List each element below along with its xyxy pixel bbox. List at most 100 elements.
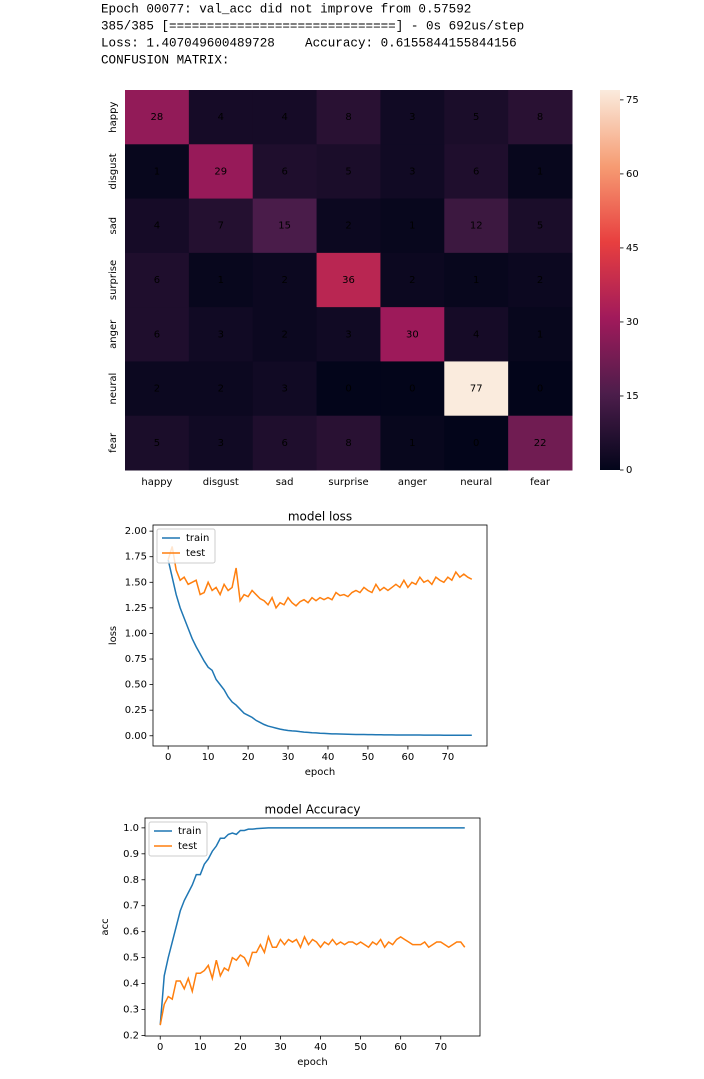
chart-title: model Accuracy	[265, 803, 361, 817]
x-tick-label: 50	[362, 752, 375, 763]
y-tick-label: sad	[108, 217, 119, 235]
heatmap-cell	[380, 90, 445, 145]
cell-label: 1	[409, 221, 415, 232]
heatmap-cell	[125, 90, 190, 145]
cell-label: 1	[473, 275, 479, 286]
y-tick-label: 0.00	[125, 731, 147, 742]
y-tick-label: 1.00	[125, 628, 147, 639]
heatmap-cell	[252, 144, 318, 200]
x-tick-label: sad	[276, 477, 294, 488]
heatmap-cell	[252, 252, 318, 308]
y-tick-label: 0.8	[123, 875, 139, 886]
heatmap-cell	[380, 361, 445, 417]
heatmap-cell	[444, 90, 509, 145]
cell-label: 2	[537, 275, 543, 286]
y-tick-label: fear	[108, 432, 119, 453]
x-tick-label: disgust	[203, 477, 239, 488]
cell-label: 77	[470, 384, 483, 395]
heatmap-cell	[125, 307, 190, 362]
cell-label: 5	[345, 166, 351, 177]
heatmap-cell	[125, 361, 190, 417]
cell-label: 3	[409, 166, 415, 177]
heatmap-cell	[380, 144, 445, 200]
x-axis-label: epoch	[297, 1057, 327, 1068]
cell-label: 0	[409, 384, 415, 395]
heatmap-cell	[508, 198, 573, 254]
cell-label: 4	[473, 329, 479, 340]
cell-label: 6	[281, 166, 287, 177]
heatmap-cell	[444, 361, 509, 417]
cell-label: 6	[154, 275, 160, 286]
x-tick-label: 30	[274, 1042, 287, 1053]
x-tick-label: 0	[165, 752, 171, 763]
x-tick-label: 0	[157, 1042, 163, 1053]
cell-label: 3	[218, 438, 224, 449]
y-tick-label: 0.50	[125, 680, 147, 691]
cell-label: 6	[473, 166, 479, 177]
heatmap-cell	[188, 307, 254, 362]
heatmap-cell	[444, 415, 509, 471]
y-axis-label: acc	[100, 918, 111, 935]
colorbar-tick-label: 15	[626, 391, 639, 402]
heatmap-cell	[316, 144, 381, 200]
heatmap-cell	[508, 307, 573, 362]
heatmap-cell	[125, 252, 190, 308]
cell-label: 12	[470, 221, 483, 232]
x-tick-label: 60	[394, 1042, 407, 1053]
cell-label: 2	[218, 384, 224, 395]
heatmap-cell	[252, 198, 318, 254]
cell-label: 0	[345, 384, 351, 395]
heatmap-cell	[380, 307, 445, 362]
cell-label: 6	[281, 438, 287, 449]
x-tick-label: happy	[141, 477, 172, 488]
heatmap-cell	[380, 198, 445, 254]
y-tick-label: 0.4	[123, 979, 139, 990]
y-tick-label: 1.50	[125, 577, 147, 588]
x-tick-label: 10	[202, 752, 215, 763]
heatmap-cell	[316, 307, 381, 362]
cell-label: 8	[345, 112, 351, 123]
y-tick-label: 1.75	[125, 552, 147, 563]
x-tick-label: 40	[314, 1042, 327, 1053]
x-tick-label: 50	[354, 1042, 367, 1053]
heatmap-cell	[125, 198, 190, 254]
cell-label: 5	[537, 221, 543, 232]
chart-title: model loss	[288, 510, 352, 524]
heatmap-cell	[316, 90, 381, 145]
colorbar-tick-label: 30	[626, 317, 639, 328]
cell-label: 1	[154, 166, 160, 177]
cell-label: 3	[281, 384, 287, 395]
colorbar-tick-label: 60	[626, 169, 639, 180]
x-tick-label: 60	[402, 752, 415, 763]
console-line: CONFUSION MATRIX:	[101, 53, 229, 67]
x-tick-label: surprise	[328, 477, 368, 488]
cell-label: 8	[537, 112, 543, 123]
y-tick-label: anger	[108, 319, 119, 349]
y-tick-label: 0.25	[125, 705, 147, 716]
colorbar-tick-label: 75	[626, 95, 639, 106]
cell-label: 36	[342, 275, 355, 286]
cell-label: 2	[345, 221, 351, 232]
heatmap-cell	[188, 144, 254, 200]
heatmap-cell	[444, 144, 509, 200]
colorbar	[600, 90, 620, 470]
console-line: Loss: 1.407049600489728 Accuracy: 0.6155…	[101, 36, 517, 50]
legend-label: test	[186, 548, 205, 559]
cell-label: 3	[345, 329, 351, 340]
heatmap-cell	[188, 198, 254, 254]
x-tick-label: 70	[434, 1042, 447, 1053]
heatmap-cell	[188, 252, 254, 308]
cell-label: 5	[154, 438, 160, 449]
y-tick-label: 0.6	[123, 927, 139, 938]
x-tick-label: fear	[530, 477, 551, 488]
cell-label: 2	[281, 275, 287, 286]
cell-label: 30	[406, 329, 419, 340]
cell-label: 7	[218, 221, 224, 232]
y-tick-label: 0.7	[123, 901, 139, 912]
cell-label: 15	[278, 221, 291, 232]
y-tick-label: 0.2	[123, 1030, 139, 1041]
cell-label: 2	[409, 275, 415, 286]
legend-label: test	[178, 841, 197, 852]
cell-label: 4	[218, 112, 224, 123]
colorbar-tick-label: 45	[626, 243, 639, 254]
